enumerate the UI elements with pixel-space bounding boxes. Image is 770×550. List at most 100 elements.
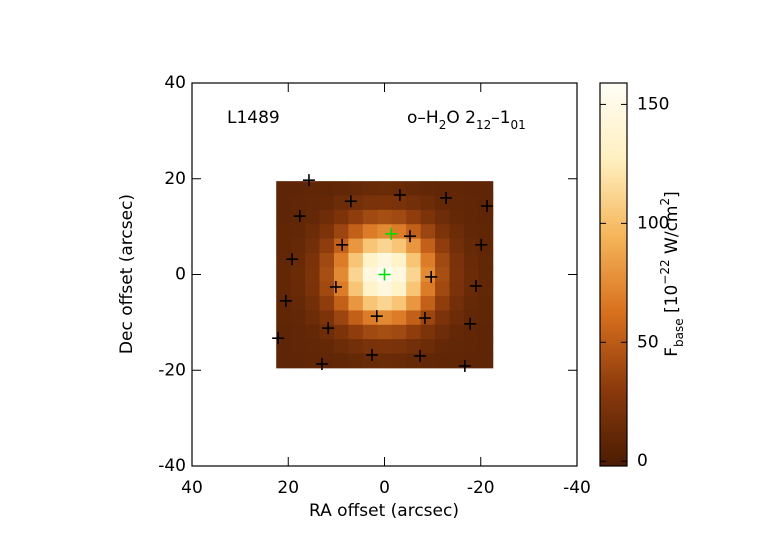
heatmap-cell: [420, 209, 436, 225]
marker: [279, 294, 292, 307]
heatmap-cell: [435, 310, 450, 326]
heatmap-cell: [463, 310, 479, 326]
heatmap-cell: [406, 181, 422, 197]
heatmap-cell: [478, 238, 494, 254]
heatmap-cell: [449, 281, 465, 297]
heatmap-cell: [435, 324, 450, 340]
heatmap-cell: [463, 339, 479, 354]
text-part: W/cm: [662, 206, 682, 260]
marker: [370, 310, 383, 323]
heatmap-cell: [305, 353, 321, 369]
text-part: −22: [658, 259, 672, 284]
heatmap-cell: [435, 209, 450, 225]
marker: [414, 349, 427, 362]
x-tick-label: 40: [181, 478, 203, 498]
heatmap-cell: [406, 267, 422, 283]
heatmap-cell: [391, 353, 407, 369]
heatmap-cell: [305, 224, 321, 240]
heatmap-cell: [305, 181, 321, 197]
heatmap-cell: [276, 181, 292, 197]
heatmap-cell: [391, 209, 407, 225]
heatmap-cell: [319, 209, 335, 225]
heatmap-cell: [276, 324, 292, 340]
heatmap-cell: [319, 296, 335, 311]
heatmap-cell: [333, 181, 349, 197]
marker: [469, 279, 482, 292]
marker: [336, 238, 349, 251]
heatmap-cell: [305, 252, 321, 268]
heatmap-cell: [435, 296, 450, 311]
heatmap-cell: [435, 181, 450, 197]
heatmap-cell: [276, 310, 292, 326]
heatmap-cell: [478, 252, 494, 268]
marker: [393, 189, 406, 202]
heatmap-cell: [348, 353, 364, 369]
heatmap-cell: [406, 252, 422, 268]
heatmap-cell: [391, 224, 407, 240]
heatmap-cell: [478, 281, 494, 297]
colorbar: [599, 82, 628, 467]
marker: [481, 200, 494, 213]
text-part: 12: [476, 118, 491, 132]
heatmap-cell: [406, 324, 422, 340]
heatmap-cell: [333, 252, 349, 268]
heatmap-cell: [348, 195, 364, 211]
heatmap-cell: [290, 339, 306, 354]
heatmap-cell: [449, 353, 465, 369]
heatmap-cell: [348, 296, 364, 311]
text-part: O 2: [446, 108, 476, 128]
heatmap-cell: [348, 224, 364, 240]
heatmap-cell: [348, 252, 364, 268]
heatmap-cell: [362, 238, 378, 254]
heatmap-cell: [333, 195, 349, 211]
y-tick-label: 20: [164, 169, 186, 189]
marker: [404, 230, 417, 243]
heatmap-cell: [420, 181, 436, 197]
text-part: L1489: [227, 108, 280, 128]
heatmap-cell: [463, 252, 479, 268]
heatmap-cell: [463, 238, 479, 254]
heatmap-cell: [377, 296, 393, 311]
heatmap-cell: [319, 281, 335, 297]
heatmap-cell: [463, 353, 479, 369]
heatmap-cell: [319, 339, 335, 354]
heatmap-cell: [305, 339, 321, 354]
annotation: o–H2O 212–101: [407, 108, 526, 132]
heatmap-cell: [319, 238, 335, 254]
heatmap-cell: [463, 224, 479, 240]
heatmap-cell: [333, 267, 349, 283]
marker: [302, 174, 315, 187]
heatmap-cell: [305, 209, 321, 225]
heatmap-cell: [478, 181, 494, 197]
heatmap-cell: [290, 252, 306, 268]
heatmap-cell: [305, 238, 321, 254]
heatmap-cell: [290, 310, 306, 326]
heatmap-cell: [305, 310, 321, 326]
heatmap-cell: [348, 181, 364, 197]
heatmap-cell: [319, 324, 335, 340]
heatmap-cell: [333, 209, 349, 225]
marker: [286, 253, 299, 266]
heatmap-cell: [290, 195, 306, 211]
marker: [365, 348, 378, 361]
heatmap-cell: [435, 339, 450, 354]
heatmap-cell: [305, 324, 321, 340]
heatmap-cell: [377, 324, 393, 340]
text-part: 01: [511, 118, 526, 132]
heatmap-cell: [377, 281, 393, 297]
heatmap-cell: [391, 252, 407, 268]
heatmap-cell: [333, 339, 349, 354]
heatmap-cell: [377, 238, 393, 254]
heatmap-cell: [362, 310, 378, 326]
heatmap-cell: [449, 181, 465, 197]
heatmap-cell: [362, 296, 378, 311]
y-tick-label: -40: [158, 456, 186, 476]
heatmap-cell: [435, 252, 450, 268]
heatmap-cell: [362, 209, 378, 225]
heatmap-cell: [290, 281, 306, 297]
heatmap-cell: [435, 281, 450, 297]
heatmap-cell: [435, 267, 450, 283]
heatmap-cell: [362, 195, 378, 211]
heatmap-cell: [319, 310, 335, 326]
heatmap-cell: [276, 267, 292, 283]
